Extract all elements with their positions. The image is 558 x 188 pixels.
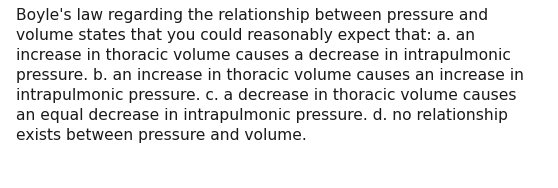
Text: Boyle's law regarding the relationship between pressure and
volume states that y: Boyle's law regarding the relationship b… — [16, 8, 523, 143]
